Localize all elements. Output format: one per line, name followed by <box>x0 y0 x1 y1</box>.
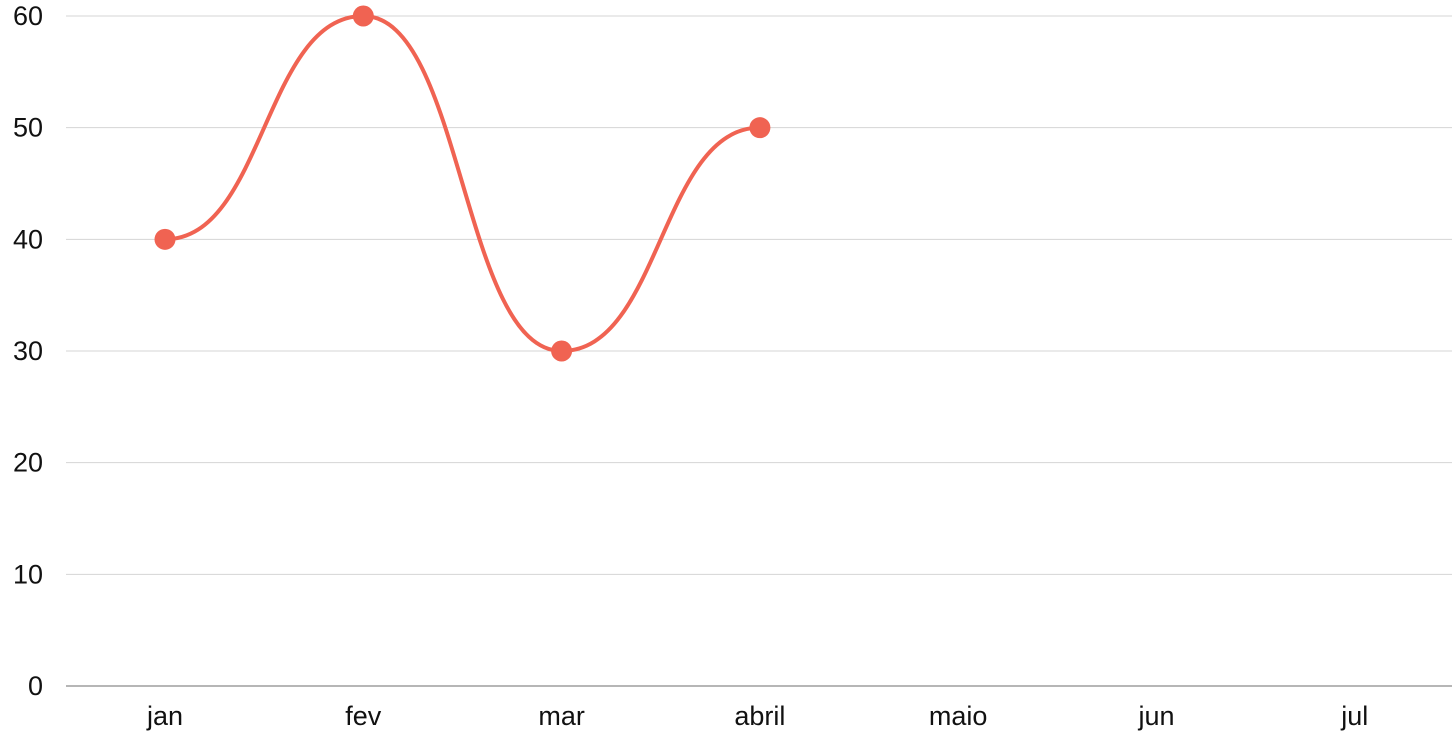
series-line <box>163 14 762 353</box>
y-tick-label: 20 <box>13 448 43 478</box>
y-tick-label: 40 <box>13 224 43 254</box>
y-tick-label: 0 <box>28 671 43 701</box>
y-tick-label: 30 <box>13 336 43 366</box>
y-tick-label: 10 <box>13 559 43 589</box>
y-tick-label: 60 <box>13 1 43 31</box>
x-tick-label: fev <box>345 701 382 731</box>
grid-lines <box>66 15 1452 687</box>
x-tick-label: jun <box>1137 701 1174 731</box>
y-axis-labels: 0 10 20 30 40 50 60 <box>13 1 43 701</box>
data-point[interactable] <box>551 340 573 362</box>
x-tick-label: mar <box>538 701 585 731</box>
series-0 <box>154 5 771 362</box>
data-point[interactable] <box>749 117 771 139</box>
x-tick-label: abril <box>734 701 785 731</box>
data-point[interactable] <box>154 228 176 250</box>
x-axis-labels: jan fev mar abril maio jun jul <box>146 701 1368 731</box>
x-tick-label: jul <box>1340 701 1368 731</box>
y-tick-label: 50 <box>13 113 43 143</box>
x-tick-label: maio <box>929 701 988 731</box>
data-point[interactable] <box>352 5 374 27</box>
x-tick-label: jan <box>146 701 183 731</box>
